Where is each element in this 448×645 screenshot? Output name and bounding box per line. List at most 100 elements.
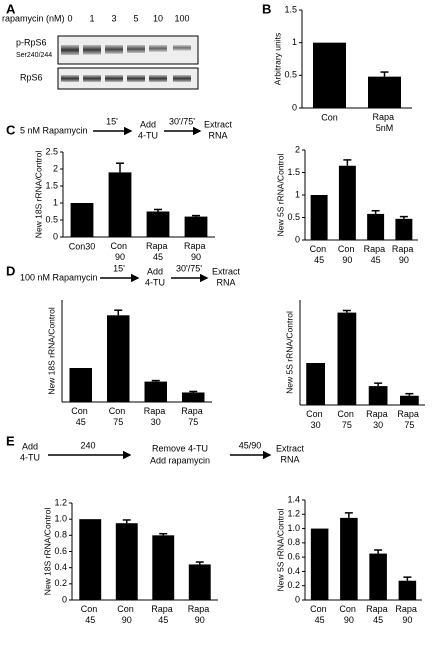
protocol-text: RNA xyxy=(216,277,235,287)
bar xyxy=(79,519,102,600)
error-bar xyxy=(116,162,124,173)
bar xyxy=(188,564,211,600)
y-tick-label: 0.6 xyxy=(287,552,300,562)
x-tick-label: Con xyxy=(321,112,338,122)
protocol-text: 240 xyxy=(80,440,95,450)
y-tick-label: 0.2 xyxy=(287,580,300,590)
protocol-text: 5 nM Rapamycin xyxy=(20,125,88,135)
y-tick-label: 1.5 xyxy=(287,167,300,177)
error-bar xyxy=(405,392,414,396)
x-tick-label: Con 75 xyxy=(337,409,356,430)
blot-row-label: RpS6 xyxy=(20,72,43,82)
x-tick-label: Rapa 30 xyxy=(144,406,168,427)
protocol-text: 100 nM Rapamycin xyxy=(20,272,98,282)
band xyxy=(127,45,145,53)
bar xyxy=(144,381,167,402)
protocol-text: 15' xyxy=(113,263,125,273)
error-bar xyxy=(344,512,353,518)
bar xyxy=(400,395,419,405)
y-tick-label: 0 xyxy=(292,102,297,112)
error-bar xyxy=(374,549,383,554)
protocol-text: Add xyxy=(140,119,156,129)
x-tick-label: Rapa 75 xyxy=(397,409,421,430)
bands xyxy=(61,45,191,82)
x-tick-label: Con 75 xyxy=(109,406,128,427)
lane-label: 100 xyxy=(174,13,189,23)
bar xyxy=(340,517,358,600)
bar xyxy=(368,76,401,108)
x-tick-label: Con 30 xyxy=(306,409,325,430)
y-axis-label: Arbitrary units xyxy=(272,33,282,85)
protocol-text: 45/90 xyxy=(239,440,262,450)
bar xyxy=(182,392,205,402)
panel-label: D xyxy=(6,263,15,278)
x-tick-label: Con 90 xyxy=(338,244,357,265)
protocol-text: 30'/75' xyxy=(176,263,202,273)
x-tick-label: Rapa 30 xyxy=(366,409,390,430)
y-axis-label: New 5S rRNA/Control xyxy=(275,509,285,592)
bar xyxy=(115,523,138,600)
error-bar xyxy=(122,519,131,524)
x-tick-label: Con 45 xyxy=(81,604,100,625)
bar xyxy=(184,216,208,237)
y-tick-label: 1 xyxy=(295,189,300,199)
protocol-text: Extract xyxy=(276,443,305,453)
x-tick-label: Rapa 45 xyxy=(146,241,170,262)
y-tick-label: 1.4 xyxy=(287,494,300,504)
bar xyxy=(146,211,170,237)
error-bar xyxy=(195,561,204,565)
y-tick-label: 0.8 xyxy=(54,530,67,540)
bar xyxy=(395,218,413,240)
y-tick-label: 0 xyxy=(62,594,67,604)
bar xyxy=(338,165,356,240)
lane-label: 3 xyxy=(111,13,116,23)
y-tick-label: 0.5 xyxy=(284,70,297,80)
band xyxy=(149,75,167,82)
bar xyxy=(398,580,417,600)
y-tick-label: 1.2 xyxy=(54,497,67,507)
x-tick-label: Con 45 xyxy=(310,604,329,625)
x-tick-label: Con30 xyxy=(69,241,96,251)
lane-labels: 0 1 3 5 10 100 xyxy=(67,13,189,23)
y-tick-label: 1.0 xyxy=(54,514,67,524)
y-tick-label: 1.0 xyxy=(287,523,300,533)
error-bar xyxy=(403,576,412,581)
y-tick-label: 0.5 xyxy=(45,214,58,224)
y-axis-label: New 18S rRNA/Control xyxy=(46,307,56,395)
bar xyxy=(337,312,357,405)
lane-label: 1 xyxy=(89,13,94,23)
protocol-text: RNA xyxy=(280,454,299,464)
y-tick-label: 2 xyxy=(53,163,58,173)
y-tick-label: 2.5 xyxy=(45,146,58,156)
y-tick-label: 0 xyxy=(295,234,300,244)
x-tick-label: Con 90 xyxy=(339,604,358,625)
y-tick-label: 1.5 xyxy=(284,4,297,14)
bar xyxy=(70,203,94,237)
bar xyxy=(369,553,387,600)
y-tick-label: 0.4 xyxy=(287,566,300,576)
panel-label: E xyxy=(6,433,15,448)
bar xyxy=(108,172,132,237)
error-bar xyxy=(189,390,198,393)
band xyxy=(83,75,101,82)
y-tick-label: 0.2 xyxy=(54,578,67,588)
x-tick-label: Rapa 5nM xyxy=(372,112,396,133)
bar xyxy=(313,42,346,108)
protocol-text: RNA xyxy=(208,130,227,140)
x-tick-label: Rapa 45 xyxy=(366,604,390,625)
bar xyxy=(367,213,385,240)
error-bar xyxy=(374,382,383,387)
blot-row-label: p-RpS6 xyxy=(16,37,47,47)
y-tick-label: 1 xyxy=(53,197,58,207)
y-tick-label: 1 xyxy=(292,37,297,47)
x-tick-label: Rapa 75 xyxy=(181,406,205,427)
band xyxy=(173,75,191,82)
protocol-text: 15' xyxy=(106,116,118,126)
x-tick-label: Rapa 90 xyxy=(188,604,212,625)
protocol-text: Extract xyxy=(204,119,233,129)
error-bar xyxy=(380,71,389,77)
y-tick-label: 0.5 xyxy=(287,212,300,222)
y-tick-label: 2 xyxy=(295,144,300,154)
panel-label: B xyxy=(262,1,271,16)
